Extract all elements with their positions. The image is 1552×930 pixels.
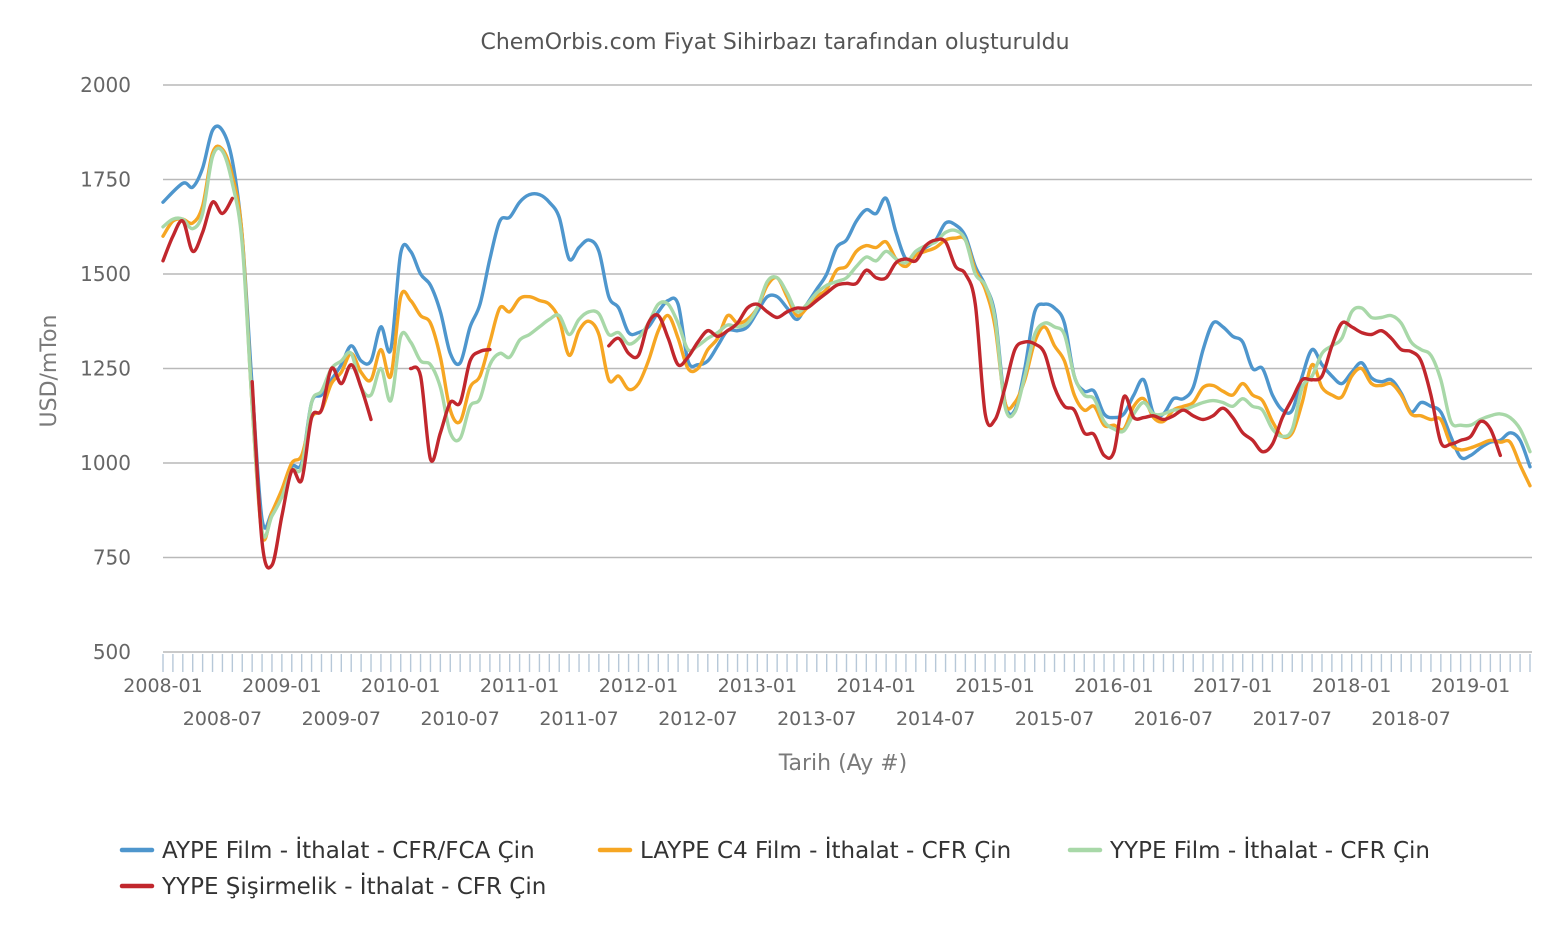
series-line [250, 363, 373, 570]
x-tick-label: 2010-01 [361, 675, 440, 697]
x-axis-title: Tarih (Ay #) [778, 751, 908, 776]
series-layer [161, 124, 1532, 570]
legend-label: AYPE Film - İthalat - CFR/FCA Çin [162, 836, 535, 864]
x-tick-label: 2016-01 [1074, 675, 1153, 697]
legend: AYPE Film - İthalat - CFR/FCA Çin LAYPE C… [119, 836, 1430, 900]
x-tick-label: 2013-07 [777, 708, 856, 730]
y-tick-label: 1250 [80, 357, 131, 381]
series-line [161, 146, 1532, 539]
x-tick-label: 2015-01 [955, 675, 1034, 697]
series-line [607, 237, 1502, 460]
chart-title: ChemOrbis.com Fiyat Sihirbazı tarafından… [480, 30, 1069, 55]
x-tick-label: 2012-01 [599, 675, 678, 697]
x-tick-label: 2017-07 [1253, 708, 1332, 730]
x-axis-ticks: 2008-01 2009-01 2010-01 2011-01 2012-01 2013-… [123, 654, 1531, 730]
x-tick-label: 2008-01 [123, 675, 202, 697]
x-tick-label: 2010-07 [420, 708, 499, 730]
x-tick-label: 2017-01 [1193, 675, 1272, 697]
x-tick-label: 2013-01 [718, 675, 797, 697]
legend-label: LAYPE C4 Film - İthalat - CFR Çin [640, 836, 1011, 864]
y-tick-label: 2000 [80, 73, 131, 97]
x-tick-label: 2016-07 [1134, 708, 1213, 730]
x-tick-label: 2014-01 [837, 675, 916, 697]
x-tick-label: 2009-01 [242, 675, 321, 697]
x-tick-label: 2011-07 [539, 708, 618, 730]
y-tick-label: 1750 [80, 168, 131, 192]
x-tick-label: 2011-01 [480, 675, 559, 697]
y-axis-title: USD/mTon [37, 315, 62, 428]
y-tick-label: 1000 [80, 451, 131, 475]
x-tick-label: 2018-07 [1371, 708, 1450, 730]
y-axis-ticks: 2000 1750 1500 1250 1000 750 500 [80, 73, 131, 664]
series-3 [161, 146, 1532, 539]
y-tick-label: 500 [93, 640, 131, 664]
x-tick-label: 2015-07 [1015, 708, 1094, 730]
y-tick-label: 1500 [80, 262, 131, 286]
series-4 [161, 196, 1502, 570]
series-line [408, 347, 492, 463]
x-tick-label: 2018-01 [1312, 675, 1391, 697]
legend-item[interactable]: LAYPE C4 Film - İthalat - CFR Çin [597, 836, 1011, 864]
y-tick-label: 750 [93, 546, 131, 570]
legend-item[interactable]: YYPE Film - İthalat - CFR Çin [1067, 836, 1430, 864]
series-1 [161, 124, 1532, 530]
x-tick-label: 2008-07 [183, 708, 262, 730]
x-tick-label: 2019-01 [1431, 675, 1510, 697]
legend-label: YYPE Şişirmelik - İthalat - CFR Çin [161, 872, 546, 900]
legend-label: YYPE Film - İthalat - CFR Çin [1109, 836, 1430, 864]
legend-item[interactable]: YYPE Şişirmelik - İthalat - CFR Çin [119, 872, 546, 900]
legend-item[interactable]: AYPE Film - İthalat - CFR/FCA Çin [119, 836, 535, 864]
series-line [161, 196, 234, 263]
series-line [161, 124, 1532, 530]
x-tick-label: 2014-07 [896, 708, 975, 730]
x-tick-label: 2009-07 [302, 708, 381, 730]
series-2 [161, 144, 1532, 542]
series-line [161, 144, 1532, 542]
x-tick-label: 2012-07 [658, 708, 737, 730]
